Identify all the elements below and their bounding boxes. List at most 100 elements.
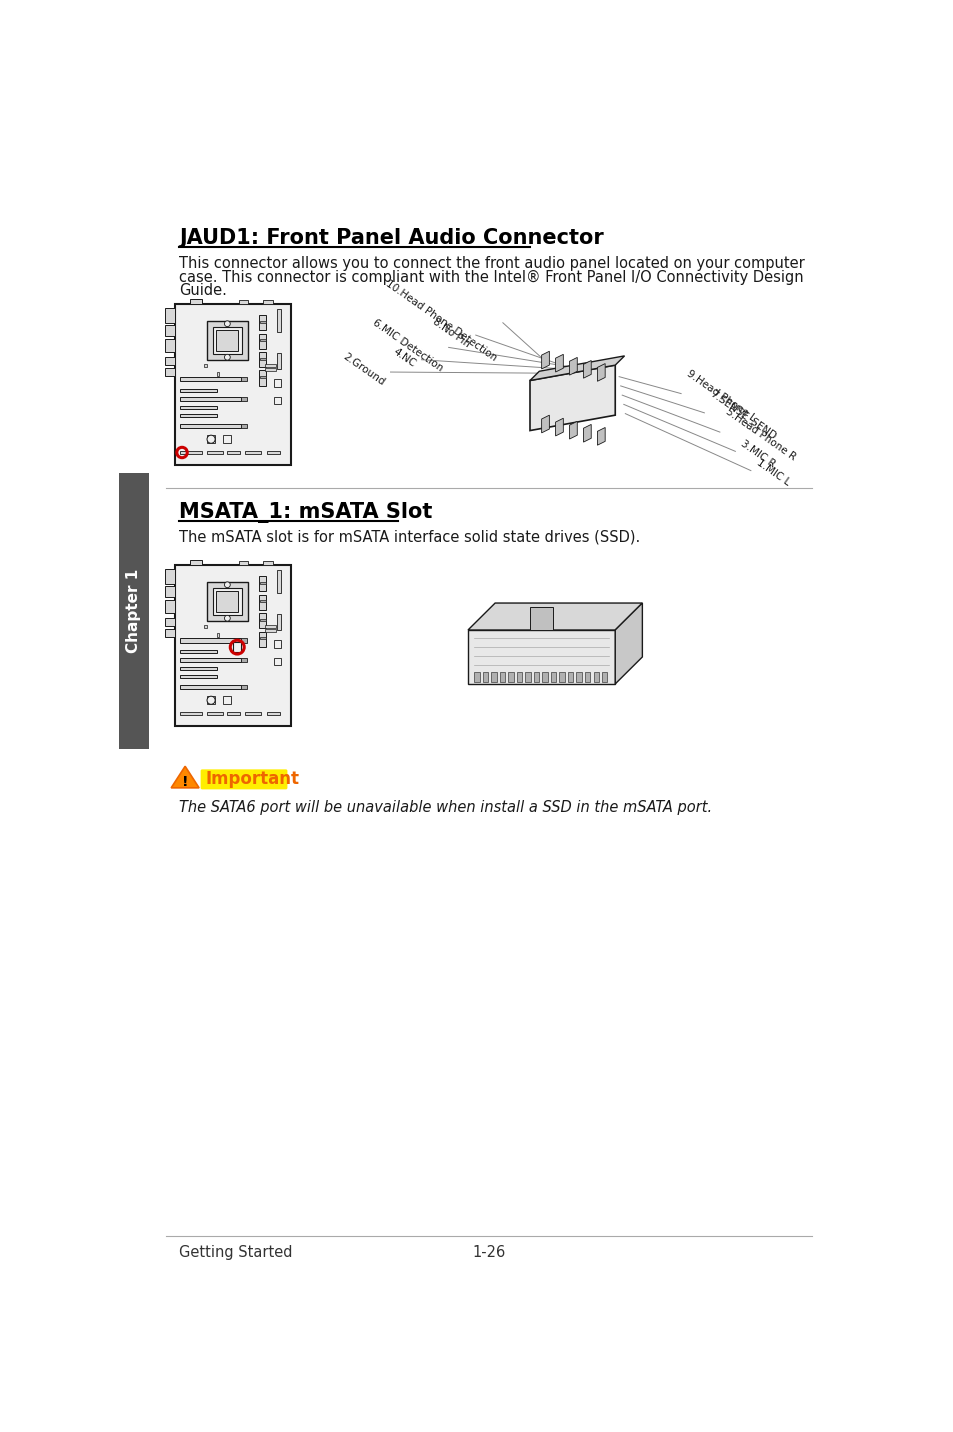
FancyBboxPatch shape — [207, 435, 215, 444]
FancyBboxPatch shape — [593, 673, 598, 682]
Text: 9.Head Phone L: 9.Head Phone L — [684, 368, 757, 424]
FancyBboxPatch shape — [240, 684, 246, 689]
FancyBboxPatch shape — [274, 378, 280, 387]
FancyBboxPatch shape — [179, 390, 217, 392]
FancyBboxPatch shape — [263, 301, 273, 304]
Polygon shape — [597, 364, 604, 381]
FancyBboxPatch shape — [179, 639, 240, 643]
Text: 1.MIC L: 1.MIC L — [754, 458, 791, 488]
Text: !: ! — [182, 775, 188, 789]
FancyBboxPatch shape — [207, 451, 223, 454]
FancyBboxPatch shape — [200, 769, 287, 789]
Polygon shape — [615, 603, 641, 684]
Text: 2.Ground: 2.Ground — [341, 352, 386, 388]
FancyBboxPatch shape — [204, 626, 207, 629]
Polygon shape — [541, 351, 549, 369]
FancyBboxPatch shape — [204, 364, 207, 367]
FancyBboxPatch shape — [601, 673, 607, 682]
FancyBboxPatch shape — [165, 339, 174, 352]
FancyBboxPatch shape — [174, 304, 291, 465]
FancyBboxPatch shape — [240, 424, 246, 428]
FancyBboxPatch shape — [245, 451, 261, 454]
Text: case. This connector is compliant with the Intel® Front Panel I/O Connectivity D: case. This connector is compliant with t… — [179, 269, 802, 285]
FancyBboxPatch shape — [499, 673, 505, 682]
FancyBboxPatch shape — [233, 642, 241, 653]
FancyBboxPatch shape — [165, 600, 174, 613]
FancyBboxPatch shape — [567, 673, 573, 682]
FancyBboxPatch shape — [259, 619, 266, 620]
FancyBboxPatch shape — [190, 299, 202, 304]
Text: 5.Head Phone R: 5.Head Phone R — [723, 407, 797, 463]
FancyBboxPatch shape — [259, 576, 266, 591]
FancyBboxPatch shape — [179, 407, 217, 410]
FancyBboxPatch shape — [265, 364, 275, 367]
Polygon shape — [468, 603, 641, 630]
FancyBboxPatch shape — [558, 673, 564, 682]
FancyBboxPatch shape — [542, 673, 547, 682]
FancyBboxPatch shape — [165, 587, 174, 597]
FancyBboxPatch shape — [259, 339, 266, 341]
FancyBboxPatch shape — [274, 640, 280, 647]
FancyBboxPatch shape — [179, 676, 217, 679]
Circle shape — [224, 321, 230, 326]
Text: This connector allows you to connect the front audio panel located on your compu: This connector allows you to connect the… — [179, 256, 803, 271]
FancyBboxPatch shape — [576, 673, 581, 682]
Text: 10.Head Phone Detection: 10.Head Phone Detection — [384, 278, 498, 362]
FancyBboxPatch shape — [190, 560, 202, 564]
FancyBboxPatch shape — [259, 358, 266, 359]
FancyBboxPatch shape — [165, 325, 174, 337]
Circle shape — [224, 581, 230, 587]
FancyBboxPatch shape — [584, 673, 590, 682]
FancyBboxPatch shape — [174, 564, 291, 726]
FancyBboxPatch shape — [550, 673, 556, 682]
FancyBboxPatch shape — [259, 581, 266, 584]
FancyBboxPatch shape — [276, 570, 281, 593]
Text: MSATA_1: mSATA Slot: MSATA_1: mSATA Slot — [179, 503, 432, 523]
Circle shape — [207, 435, 215, 444]
FancyBboxPatch shape — [165, 617, 174, 626]
FancyBboxPatch shape — [491, 673, 497, 682]
Circle shape — [207, 696, 215, 705]
FancyBboxPatch shape — [216, 329, 238, 351]
FancyBboxPatch shape — [179, 451, 202, 454]
Polygon shape — [530, 365, 615, 431]
FancyBboxPatch shape — [179, 684, 240, 689]
FancyBboxPatch shape — [530, 607, 553, 630]
FancyBboxPatch shape — [165, 368, 174, 377]
FancyBboxPatch shape — [207, 712, 223, 715]
FancyBboxPatch shape — [179, 378, 240, 381]
FancyBboxPatch shape — [227, 451, 240, 454]
Text: 8.No Pin: 8.No Pin — [431, 316, 472, 349]
FancyBboxPatch shape — [259, 600, 266, 601]
Circle shape — [224, 616, 230, 621]
FancyBboxPatch shape — [165, 569, 174, 584]
FancyBboxPatch shape — [179, 424, 240, 428]
FancyBboxPatch shape — [525, 673, 530, 682]
Text: 3.MIC R: 3.MIC R — [739, 438, 777, 470]
FancyBboxPatch shape — [216, 372, 219, 377]
FancyBboxPatch shape — [213, 326, 242, 354]
FancyBboxPatch shape — [207, 581, 248, 621]
FancyBboxPatch shape — [259, 632, 266, 646]
FancyBboxPatch shape — [274, 397, 280, 404]
Polygon shape — [569, 358, 577, 375]
FancyBboxPatch shape — [119, 473, 149, 749]
FancyBboxPatch shape — [179, 712, 202, 715]
FancyBboxPatch shape — [179, 397, 240, 401]
FancyBboxPatch shape — [165, 308, 174, 322]
FancyBboxPatch shape — [259, 613, 266, 629]
FancyBboxPatch shape — [240, 378, 246, 381]
Text: Guide.: Guide. — [179, 284, 227, 298]
Text: Important: Important — [205, 770, 299, 789]
FancyBboxPatch shape — [179, 650, 217, 653]
FancyBboxPatch shape — [216, 633, 219, 637]
FancyBboxPatch shape — [474, 673, 479, 682]
FancyBboxPatch shape — [259, 594, 266, 610]
FancyBboxPatch shape — [165, 629, 174, 637]
Polygon shape — [597, 428, 604, 445]
Text: The SATA6 port will be unavailable when install a SSD in the mSATA port.: The SATA6 port will be unavailable when … — [179, 800, 711, 815]
FancyBboxPatch shape — [265, 629, 275, 632]
Circle shape — [224, 354, 230, 359]
FancyBboxPatch shape — [508, 673, 513, 682]
FancyBboxPatch shape — [179, 414, 217, 417]
